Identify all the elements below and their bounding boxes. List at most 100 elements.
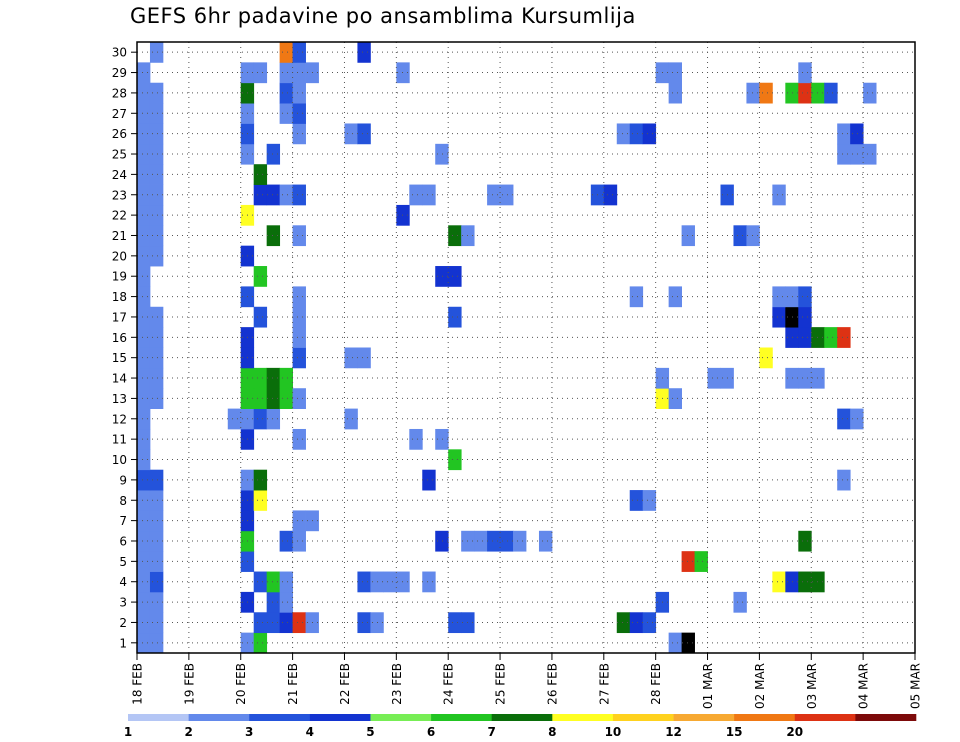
y-axis: 1234567891011121314151617181920212223242… (112, 46, 137, 650)
y-tick-label: 28 (112, 86, 127, 100)
x-axis: 18 FEB 19 FEB 20 FEB 21 FEB 22 FEB 23 FEB 24 F… (131, 653, 923, 709)
y-tick-label: 9 (119, 473, 127, 487)
x-tick-label: 19 FEB (182, 663, 196, 705)
heatmap-cell (253, 632, 268, 654)
grid-lines (137, 42, 915, 653)
heatmap-cell (137, 266, 151, 287)
y-tick-label: 7 (119, 514, 127, 528)
heatmap-cell (149, 245, 164, 267)
heatmap-cell (149, 367, 164, 389)
colorbar-label: 3 (245, 725, 253, 739)
heatmap-cell (137, 469, 151, 491)
heatmap-cell (772, 306, 786, 328)
x-tick-label: 26 FEB (545, 663, 559, 705)
heatmap-cell (279, 42, 293, 63)
y-tick-label: 20 (112, 249, 127, 263)
heatmap-cell (137, 143, 151, 165)
heatmap-cell (279, 571, 293, 593)
chart-title: GEFS 6hr padavine po ansamblima Kursumli… (130, 4, 636, 28)
heatmap-cell (759, 347, 773, 369)
y-tick-label: 11 (112, 433, 127, 447)
heatmap-cell (746, 82, 760, 104)
y-tick-label: 2 (119, 616, 127, 630)
heatmap-cell (253, 367, 268, 389)
heatmap-cell (149, 327, 164, 348)
heatmap-cell (279, 62, 293, 84)
y-tick-label: 27 (112, 107, 127, 121)
heatmap-cell (149, 184, 164, 206)
heatmap-cell (137, 347, 151, 369)
heatmap-cell (137, 632, 151, 654)
heatmap-cell (137, 245, 151, 267)
heatmap-cell (266, 612, 281, 634)
heatmap-cell (616, 612, 631, 634)
heatmap-cell (137, 184, 151, 206)
heatmap-cell (266, 143, 281, 165)
heatmap-cell (137, 551, 151, 572)
heatmap-cell (292, 286, 306, 308)
colorbar: 1 2 3 4 5 6 7 8 10 12 15 20 (124, 714, 917, 739)
heatmap-cell (629, 612, 644, 634)
heatmap-cell (149, 123, 164, 145)
plot-frame (136, 41, 916, 654)
heatmap-cell (435, 266, 449, 287)
heatmap-cell (746, 225, 760, 247)
y-tick-label: 10 (112, 453, 127, 467)
heatmap-cell (668, 632, 682, 654)
colorbar-swatch (612, 714, 674, 721)
heatmap-cell (448, 612, 462, 634)
heatmap-cell (772, 571, 786, 593)
y-tick-label: 21 (112, 229, 127, 243)
heatmap-cell (357, 612, 371, 634)
heatmap-cell (292, 428, 306, 450)
heatmap-cell (642, 490, 657, 511)
heatmap-cell (629, 123, 644, 145)
y-tick-label: 3 (119, 596, 127, 610)
heatmap-cell (850, 408, 864, 430)
heatmap-cell (798, 367, 812, 389)
heatmap-cell (137, 449, 151, 471)
heatmap-cell (292, 510, 306, 532)
heatmap-cell (149, 306, 164, 328)
x-tick-label: 21 FEB (286, 663, 300, 705)
heatmap-cell (629, 490, 644, 511)
heatmap-cell (357, 123, 371, 145)
colorbar-label: 6 (427, 725, 435, 739)
y-tick-label: 25 (112, 148, 127, 162)
heatmap-cell (681, 225, 695, 247)
heatmap-cell (733, 591, 747, 613)
heatmap-cell (837, 408, 851, 430)
heatmap-cell (435, 428, 449, 450)
heatmap-cell (137, 204, 151, 226)
heatmap-cell (396, 204, 410, 226)
heatmap-cell (279, 367, 293, 389)
heatmap-cell (149, 612, 164, 634)
y-tick-label: 18 (112, 290, 127, 304)
heatmap-cell (149, 490, 164, 511)
x-tick-label: 04 MAR (857, 663, 871, 709)
heatmap-cell (292, 42, 306, 63)
heatmap-cell (474, 530, 488, 552)
heatmap-cell (266, 591, 281, 613)
colorbar-swatch (309, 714, 371, 721)
heatmap-cell (137, 82, 151, 104)
heatmap-cell (798, 62, 812, 84)
heatmap-cell (513, 530, 527, 552)
heatmap-cell (837, 123, 851, 145)
heatmap-cell (759, 82, 773, 104)
heatmap-cell (435, 143, 449, 165)
heatmap-cell (798, 306, 812, 328)
y-tick-label: 29 (112, 66, 127, 80)
heatmap-cell (266, 388, 281, 409)
heatmap-cell (863, 82, 877, 104)
heatmap-cell (448, 266, 462, 287)
heatmap-cell (292, 123, 306, 145)
heatmap-cell (733, 225, 747, 247)
heatmap-cell (642, 123, 657, 145)
heatmap-cell (149, 143, 164, 165)
heatmap-cell (409, 428, 423, 450)
heatmap-cell (279, 184, 293, 206)
heatmap-cell (798, 82, 812, 104)
heatmap-cell (253, 571, 268, 593)
heatmap-cell (772, 184, 786, 206)
